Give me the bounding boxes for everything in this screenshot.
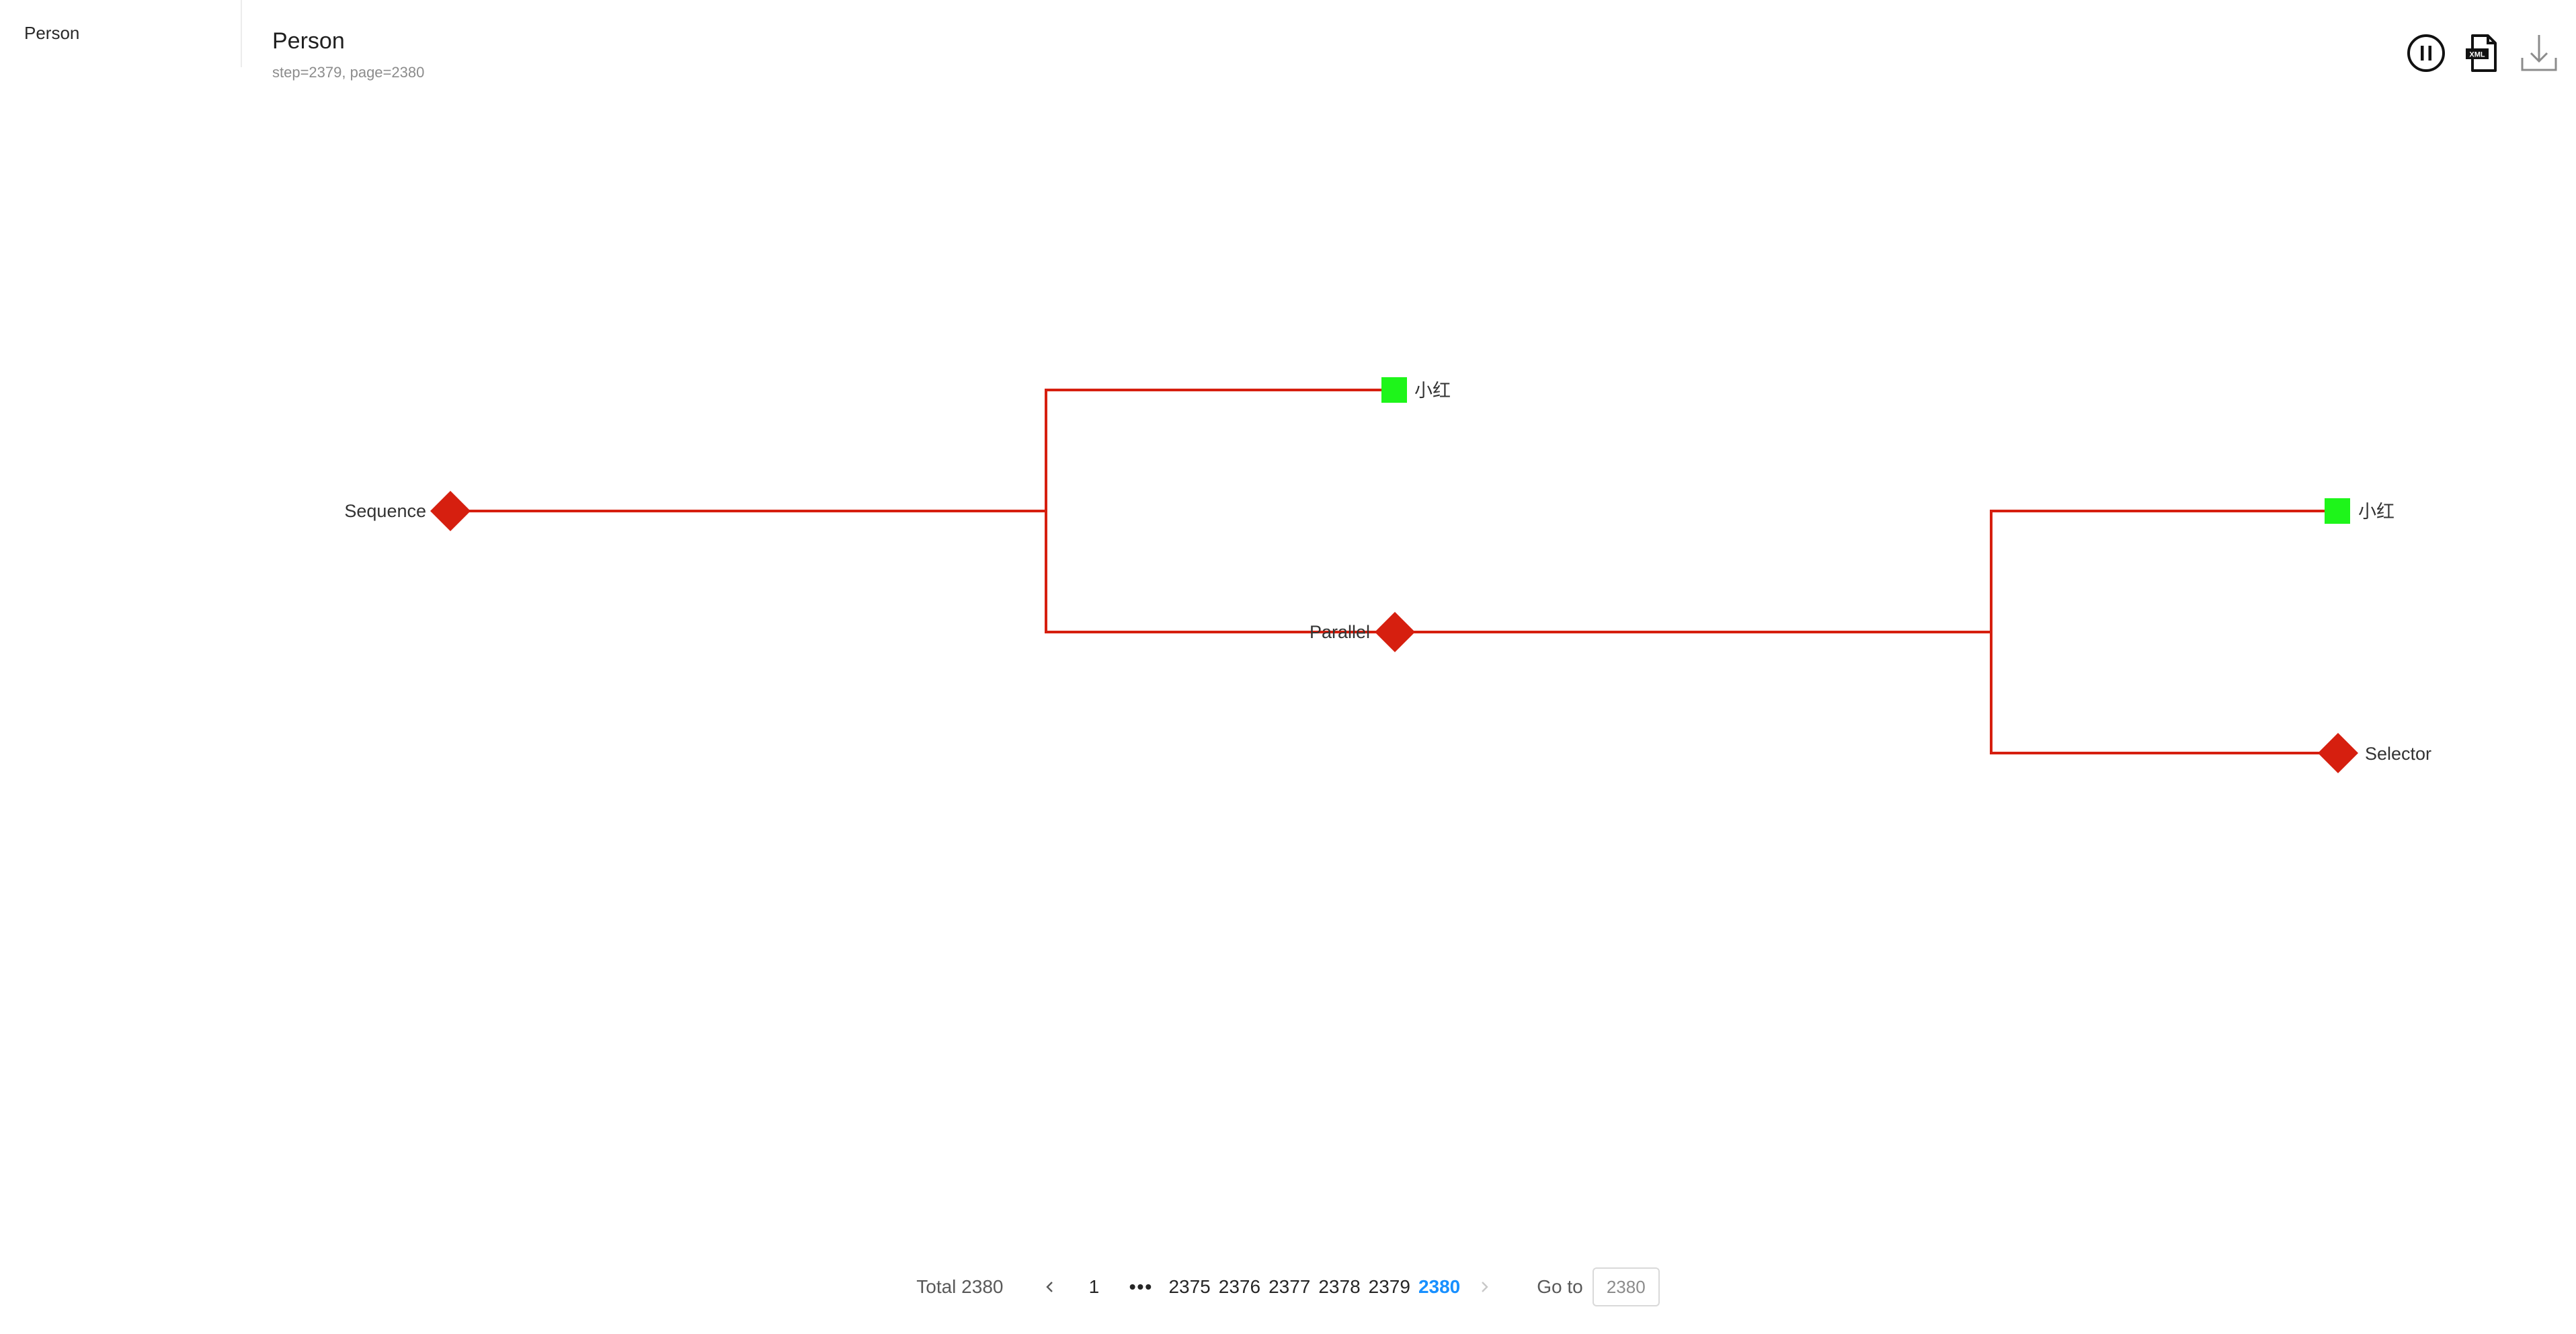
download-icon[interactable]: [2518, 32, 2560, 74]
pause-circle-icon[interactable]: [2405, 32, 2447, 74]
page-item[interactable]: 2379: [1368, 1276, 1410, 1297]
tree-edge-parallel-to-right-action: [1393, 510, 2338, 633]
prev-page-button[interactable]: [1037, 1273, 1063, 1300]
tree-edge-sequence-to-parallel: [1045, 511, 1393, 633]
xml-file-icon[interactable]: XML: [2462, 32, 2503, 74]
node-label: Selector: [2365, 744, 2431, 764]
tree-node-parallel[interactable]: Parallel: [1310, 612, 1415, 652]
page-item[interactable]: 1: [1088, 1276, 1100, 1297]
diamond-icon: [2318, 733, 2358, 773]
diamond-icon: [430, 491, 471, 531]
tree-edges: [450, 389, 2338, 754]
tree-edge-parallel-to-selector: [1990, 632, 2338, 754]
goto-label: Go to: [1537, 1276, 1583, 1297]
node-label: 小红: [2358, 502, 2394, 522]
chevron-right-icon: [1482, 1282, 1488, 1292]
diamond-icon: [1375, 612, 1415, 652]
page-item[interactable]: 2377: [1269, 1276, 1311, 1297]
pagination-ellipsis[interactable]: •••: [1129, 1276, 1154, 1297]
tree-node-action-right[interactable]: 小红: [2325, 498, 2394, 524]
page-item-active[interactable]: 2380: [1418, 1276, 1461, 1297]
chevron-left-icon: [1046, 1282, 1053, 1292]
tree-edge-sequence-to-top-action: [450, 389, 1393, 512]
page-item[interactable]: 2376: [1218, 1276, 1261, 1297]
node-label: Sequence: [344, 501, 426, 521]
tree-node-selector[interactable]: Selector: [2318, 733, 2431, 773]
svg-text:XML: XML: [2469, 51, 2485, 59]
tree-node-sequence[interactable]: Sequence: [344, 491, 471, 531]
next-page-button[interactable]: [1471, 1273, 1498, 1300]
node-label: 小红: [1414, 381, 1451, 401]
page-title: Person: [272, 28, 345, 54]
tree-node-action-top[interactable]: 小红: [1381, 377, 1451, 403]
page-subtitle: step=2379, page=2380: [272, 64, 425, 81]
sidebar: Person: [0, 0, 242, 67]
pagination: Total 2380 1 ••• 2375 2376 2377 2378 237…: [0, 1266, 2576, 1308]
goto-page-input[interactable]: [1592, 1267, 1660, 1306]
square-icon: [2325, 498, 2350, 524]
sidebar-item-person[interactable]: Person: [24, 23, 80, 43]
node-label: Parallel: [1310, 622, 1370, 642]
page-item[interactable]: 2378: [1318, 1276, 1361, 1297]
pagination-total: Total 2380: [916, 1276, 1004, 1297]
square-icon: [1381, 377, 1407, 403]
page-item[interactable]: 2375: [1168, 1276, 1211, 1297]
